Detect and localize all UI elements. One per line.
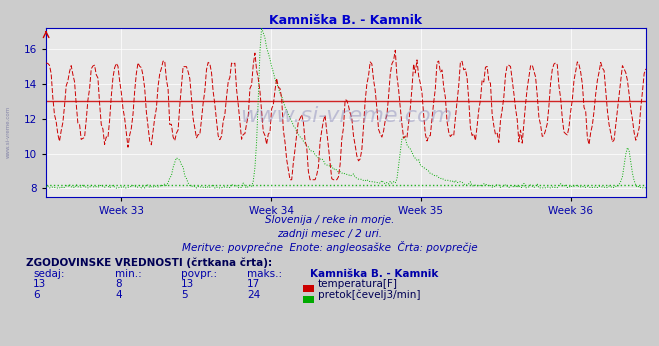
Text: min.:: min.: <box>115 269 142 279</box>
Text: www.si-vreme.com: www.si-vreme.com <box>240 106 452 126</box>
Text: pretok[čevelj3/min]: pretok[čevelj3/min] <box>318 289 420 300</box>
Text: sedaj:: sedaj: <box>33 269 65 279</box>
Text: povpr.:: povpr.: <box>181 269 217 279</box>
Text: 13: 13 <box>181 279 194 289</box>
Text: Slovenija / reke in morje.: Slovenija / reke in morje. <box>265 215 394 225</box>
Text: 8: 8 <box>115 279 122 289</box>
Text: www.si-vreme.com: www.si-vreme.com <box>5 105 11 158</box>
Text: ZGODOVINSKE VREDNOSTI (črtkana črta):: ZGODOVINSKE VREDNOSTI (črtkana črta): <box>26 258 272 268</box>
Text: Kamniška B. - Kamnik: Kamniška B. - Kamnik <box>310 269 438 279</box>
Text: 24: 24 <box>247 290 260 300</box>
Title: Kamniška B. - Kamnik: Kamniška B. - Kamnik <box>270 13 422 27</box>
Text: Meritve: povprečne  Enote: angleosaške  Črta: povprečje: Meritve: povprečne Enote: angleosaške Čr… <box>182 241 477 253</box>
Text: temperatura[F]: temperatura[F] <box>318 279 397 289</box>
Text: 5: 5 <box>181 290 188 300</box>
Text: 6: 6 <box>33 290 40 300</box>
Text: 13: 13 <box>33 279 46 289</box>
Text: 17: 17 <box>247 279 260 289</box>
Text: maks.:: maks.: <box>247 269 282 279</box>
Text: 4: 4 <box>115 290 122 300</box>
Text: zadnji mesec / 2 uri.: zadnji mesec / 2 uri. <box>277 229 382 239</box>
